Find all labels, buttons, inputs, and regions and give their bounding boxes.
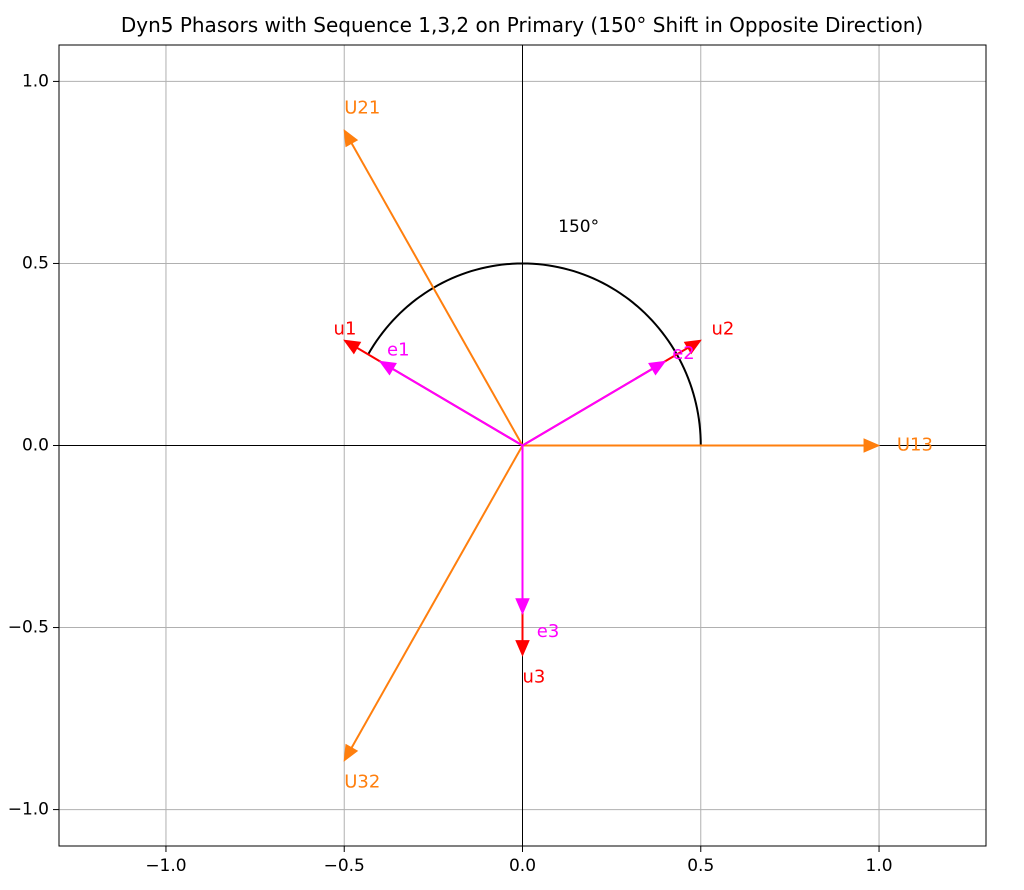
- phasor-label-e1: e1: [387, 339, 410, 360]
- phasor-arrowhead: [343, 743, 359, 762]
- phasor-label-e3: e3: [537, 621, 560, 642]
- phasor-arrowhead: [863, 438, 881, 453]
- y-tick-label: 0.5: [22, 253, 49, 273]
- x-tick-label: −0.5: [324, 856, 365, 876]
- labels-layer: U13 U21 U32 u1 u2 u3 e1 e2 e3 150°: [334, 97, 933, 792]
- x-tick-label: 1.0: [866, 856, 893, 876]
- angle-annotation: 150°: [558, 217, 599, 237]
- y-tick-label: −1.0: [8, 800, 49, 820]
- vectors-layer: [343, 129, 881, 762]
- phasor-label-u21: U21: [344, 97, 380, 118]
- y-tick-label: 1.0: [22, 71, 49, 91]
- phasor-shaft: [350, 142, 524, 446]
- phasor-arrowhead: [343, 339, 362, 355]
- x-tick-label: 0.5: [687, 856, 714, 876]
- phasor-arrowhead: [515, 640, 530, 657]
- phasor-label-u32: U32: [344, 772, 380, 793]
- phasor-label-e2: e2: [672, 343, 695, 364]
- phasor-arrowhead: [648, 360, 667, 376]
- phasor-arrowhead: [515, 598, 530, 615]
- phasor-label-u2: u2: [711, 318, 734, 339]
- phasor-arrowhead: [343, 129, 359, 148]
- angle-arc: [367, 262, 702, 446]
- x-tick-label: −1.0: [145, 856, 186, 876]
- phasor-shaft: [392, 368, 524, 447]
- phasor-arrowhead: [378, 360, 397, 376]
- arc-layer: [367, 262, 702, 446]
- y-tick-label: −0.5: [8, 618, 49, 638]
- phasor-label-u1: u1: [334, 318, 357, 339]
- phasor-shaft: [521, 368, 653, 447]
- y-tick-label: 0.0: [22, 436, 49, 456]
- phasor-shaft: [350, 445, 524, 749]
- ticks-layer: −1.0 −0.5 0.0 0.5 1.0 −1.0 −0.5 0.0 0.5 1.0: [8, 71, 893, 876]
- chart-title: Dyn5 Phasors with Sequence 1,3,2 on Prim…: [121, 13, 923, 37]
- phasor-label-u13: U13: [897, 435, 933, 456]
- phasor-label-u3: u3: [523, 666, 546, 687]
- phasor-arrowhead: [683, 339, 702, 355]
- x-tick-label: 0.0: [509, 856, 536, 876]
